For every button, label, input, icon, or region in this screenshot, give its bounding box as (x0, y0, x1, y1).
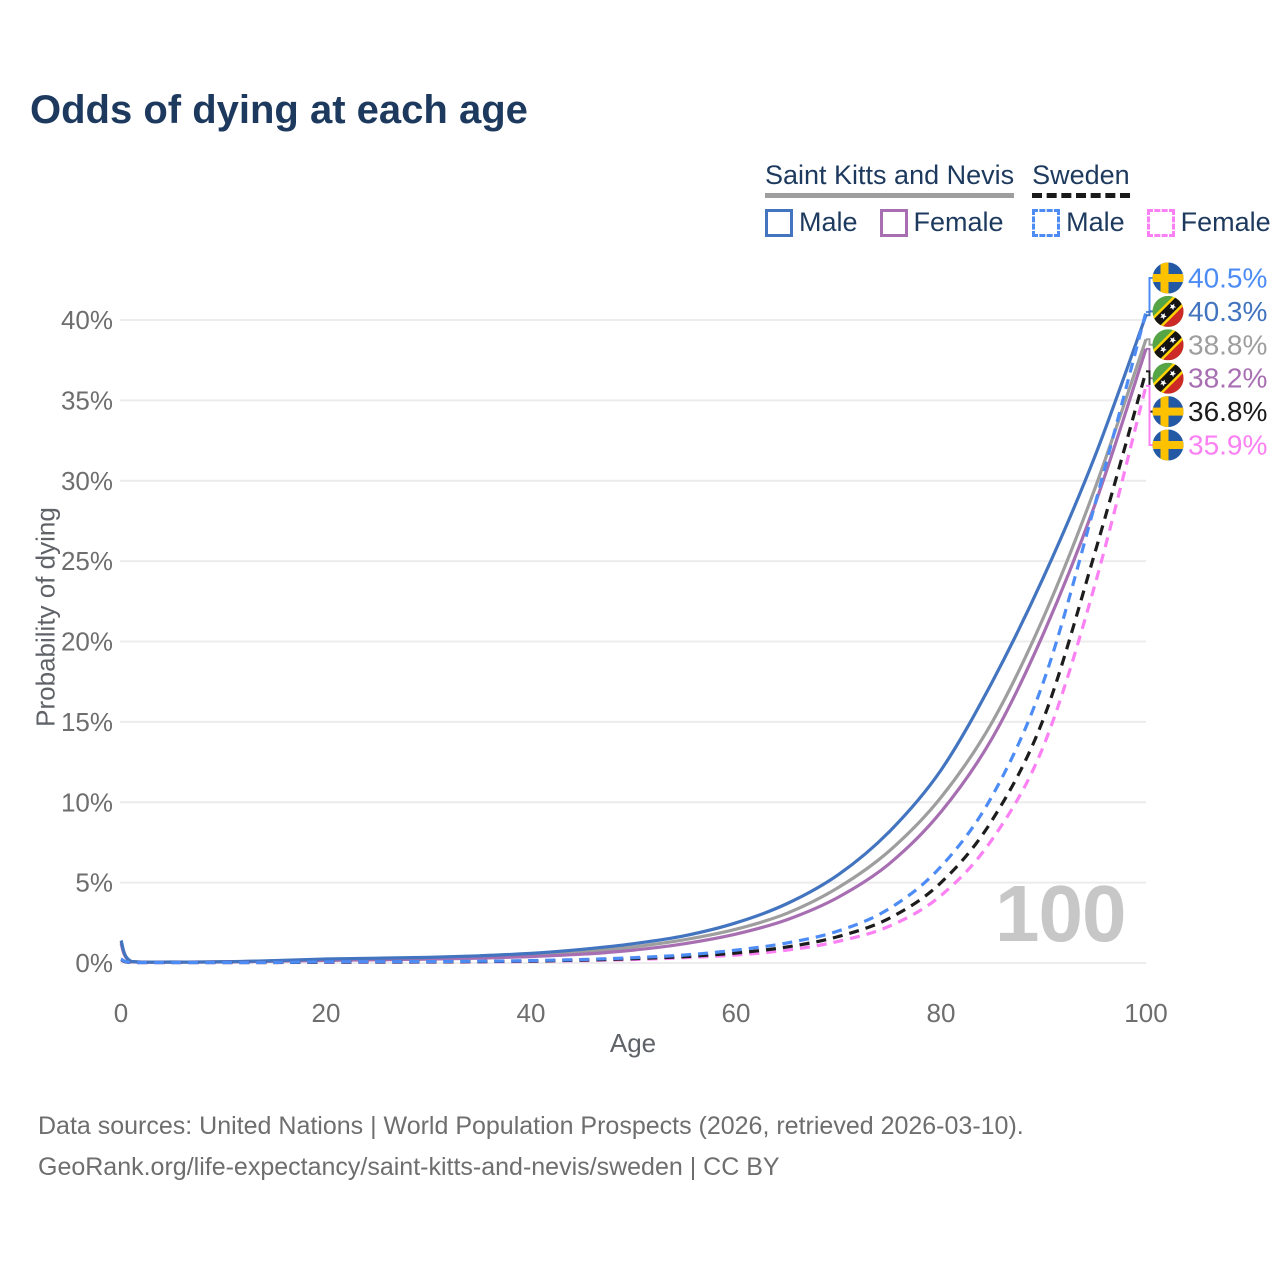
legend-item-skn-male[interactable]: Male (765, 207, 858, 238)
y-axis-title: Probability of dying (30, 507, 61, 727)
x-axis-title: Age (609, 1028, 657, 1058)
x-tick-label: 80 (927, 998, 956, 1028)
y-tick-label: 20% (61, 627, 113, 657)
end-value-label-skn-female: 38.2% (1188, 363, 1267, 394)
solid-line-sample-icon (765, 193, 1015, 198)
x-tick-label: 0 (114, 998, 128, 1028)
legend-group-title-saint-kitts-and-nevis: Saint Kitts and Nevis (765, 160, 1015, 190)
series-line-sweden-female (120, 385, 1148, 965)
label-leader-sweden-female (1146, 384, 1153, 446)
series-line-sweden-male (120, 311, 1148, 965)
saint-kitts-and-nevis-flag-icon (1152, 362, 1184, 394)
age-watermark: 100 (995, 869, 1126, 958)
end-value-label-sweden-female: 35.9% (1188, 430, 1267, 461)
legend-item-label: Male (1066, 207, 1125, 237)
legend-item-sweden-female[interactable]: Female (1146, 207, 1271, 238)
end-value-label-sweden-male: 40.5% (1188, 263, 1267, 294)
legend-item-sweden-male[interactable]: Male (1032, 207, 1125, 238)
footer-attribution: GeoRank.org/life-expectancy/saint-kitts-… (38, 1153, 780, 1181)
series-line-skn-all (119, 338, 1148, 964)
page-title: Odds of dying at each age (30, 88, 528, 132)
y-tick-label: 15% (61, 707, 113, 737)
label-leader-sweden-male (1146, 277, 1153, 313)
x-tick-label: 100 (1124, 998, 1167, 1028)
y-tick-label: 40% (61, 305, 113, 335)
label-leader-skn-female (1146, 347, 1153, 380)
legend-item-label: Female (1180, 207, 1271, 237)
y-tick-label: 35% (61, 385, 113, 415)
saint-kitts-and-nevis-flag-icon (1152, 329, 1184, 361)
legend-group-sweden: Sweden Male Female (1032, 162, 1271, 238)
saint-kitts-and-nevis-flag-icon (1152, 295, 1184, 327)
x-tick-label: 40 (517, 998, 546, 1028)
series-line-sweden-all (120, 370, 1148, 965)
legend: Saint Kitts and Nevis Male Female Sweden (765, 162, 1271, 238)
dashed-square-swatch-icon (1032, 208, 1061, 237)
solid-square-swatch-icon (765, 208, 793, 237)
y-tick-label: 5% (75, 868, 113, 898)
x-tick-label: 60 (722, 998, 751, 1028)
y-tick-label: 0% (75, 948, 113, 978)
sweden-flag-icon (1152, 396, 1184, 428)
dashed-square-swatch-icon (1146, 208, 1175, 237)
end-value-label-skn-all: 38.8% (1188, 329, 1267, 360)
series-line-skn-female (119, 348, 1148, 964)
end-value-label-skn-male: 40.3% (1188, 296, 1267, 327)
footer-data-sources: Data sources: United Nations | World Pop… (38, 1112, 1024, 1140)
legend-group-title-sweden: Sweden (1032, 160, 1130, 190)
solid-square-swatch-icon (879, 208, 908, 237)
legend-item-label: Male (799, 207, 858, 237)
sweden-flag-icon (1152, 429, 1184, 461)
x-tick-label: 20 (312, 998, 341, 1028)
y-tick-label: 30% (61, 466, 113, 496)
y-tick-label: 10% (61, 787, 113, 817)
dashed-line-sample-icon (1032, 193, 1130, 198)
y-tick-label: 25% (61, 546, 113, 576)
legend-item-skn-female[interactable]: Female (879, 207, 1004, 238)
footer: Data sources: United Nations | World Pop… (38, 1106, 1024, 1188)
label-leader-skn-all (1146, 338, 1153, 346)
series-line-skn-male (119, 314, 1148, 964)
label-leader-skn-male (1146, 310, 1153, 317)
legend-group-saint-kitts-and-nevis: Saint Kitts and Nevis Male Female (765, 160, 1015, 238)
legend-item-label: Female (913, 207, 1004, 237)
sweden-flag-icon (1152, 262, 1184, 294)
end-value-label-sweden-all: 36.8% (1188, 396, 1267, 427)
